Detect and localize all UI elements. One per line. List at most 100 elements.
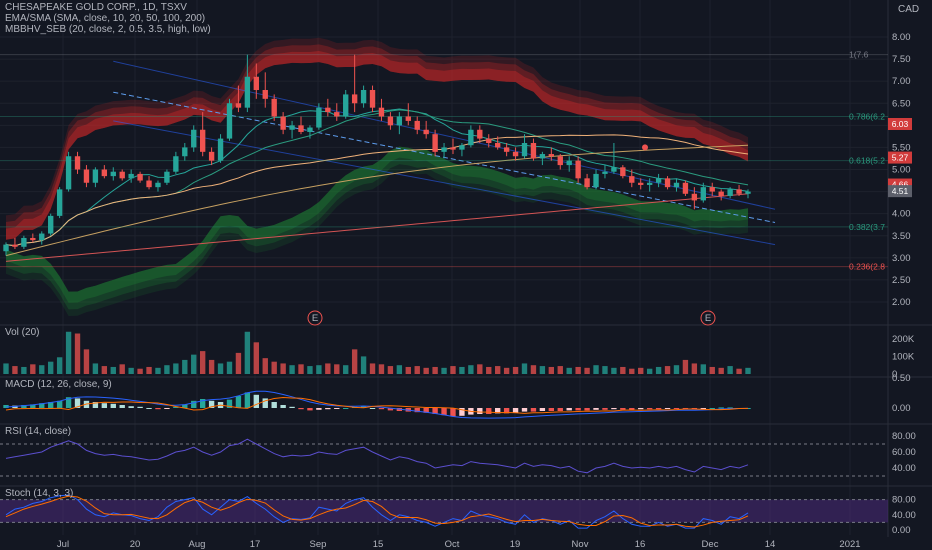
time-tick-label: 19 <box>510 539 521 550</box>
volume-bar <box>369 363 376 374</box>
candle-body <box>334 112 340 117</box>
volume-bar <box>745 367 751 374</box>
volume-bar <box>727 366 733 374</box>
candle-body <box>271 98 277 117</box>
macd-histogram-bar <box>101 403 108 408</box>
price-tick-label: 3.00 <box>892 253 911 264</box>
candle-body <box>530 143 537 159</box>
time-axis[interactable]: Jul 20 Aug 17 Sep 15 Oct 19 Nov 16 Dec 14 2021 <box>57 539 861 550</box>
macd-histogram-bar <box>539 408 546 411</box>
volume-bar <box>48 361 54 374</box>
candle-body <box>191 129 197 148</box>
candle-body <box>629 176 635 183</box>
volume-bar <box>611 367 617 374</box>
price-tick-label: 3.50 <box>892 231 911 242</box>
macd-histogram-bar <box>432 408 438 414</box>
candle-body <box>39 233 45 241</box>
candle-body <box>48 215 54 234</box>
candle-body <box>539 154 546 159</box>
volume-bar <box>495 366 501 374</box>
time-tick-label: 15 <box>373 539 384 550</box>
macd-histogram-bar <box>164 408 170 409</box>
candle-body <box>745 191 751 194</box>
volume-bar <box>101 366 108 374</box>
macd-histogram-bar <box>459 408 465 416</box>
candle-body <box>736 189 742 194</box>
candle-body <box>521 143 528 157</box>
ma-legend[interactable]: EMA/SMA (SMA, close, 10, 20, 50, 100, 20… <box>5 13 206 24</box>
volume-bar <box>396 365 403 374</box>
candle-body <box>387 116 394 126</box>
channel-lower <box>113 120 776 246</box>
volume-bar <box>271 361 277 374</box>
bb-legend[interactable]: MBBHV_SEB (20, close, 2, 0.5, 3.5, high,… <box>5 24 211 35</box>
fib-label: 1(7.6 <box>849 50 869 60</box>
macd-histogram-bar <box>253 394 259 408</box>
macd-signal-line <box>5 397 749 414</box>
candle-body <box>164 171 170 183</box>
macd-histogram-bar <box>21 405 27 408</box>
symbol-title[interactable]: CHESAPEAKE GOLD CORP., 1D, TSXV <box>5 2 187 13</box>
candle-body <box>423 129 429 135</box>
stoch-tick-label: 0.00 <box>892 525 911 536</box>
macd-tick-label: 0.50 <box>892 373 911 384</box>
ma200-line <box>5 193 749 262</box>
price-tags: 6.03 5.27 4.664.51 <box>888 118 912 198</box>
candle-body <box>253 76 259 90</box>
macd-histogram-bar <box>548 408 555 411</box>
volume-bar <box>477 364 483 374</box>
volume-bar <box>146 366 152 374</box>
volume-bar <box>441 367 447 374</box>
macd-histogram-bar <box>65 397 72 408</box>
macd-histogram-bar <box>146 408 152 409</box>
volume-bar <box>423 367 429 374</box>
macd-histogram-bar <box>718 407 724 409</box>
candle-body <box>56 189 63 216</box>
stoch-pane-title[interactable]: Stoch (14, 3, 3) <box>5 488 74 499</box>
candle-body <box>65 156 72 190</box>
volume-bar <box>208 359 215 374</box>
candle-body <box>155 182 161 188</box>
volume-bar <box>173 363 179 374</box>
volume-bar <box>253 342 259 374</box>
volume-bar <box>128 367 134 374</box>
stoch-k-line <box>5 494 749 529</box>
price-tick-label: 5.00 <box>892 165 911 176</box>
candle-body <box>468 129 474 146</box>
candle-body <box>432 134 438 152</box>
volume-bar <box>575 366 581 374</box>
macd-pane-title[interactable]: MACD (12, 26, close, 9) <box>5 379 112 390</box>
macd-histogram-bar <box>307 408 313 411</box>
rsi-pane-title[interactable]: RSI (14, close) <box>5 426 72 437</box>
candle-body <box>101 169 108 177</box>
time-tick-label: Oct <box>445 539 460 550</box>
macd-histogram-bar <box>477 408 483 414</box>
volume-bar <box>191 354 197 374</box>
volume-bar <box>262 358 268 374</box>
currency-label: CAD <box>898 4 920 15</box>
candle-body <box>199 129 206 152</box>
macd-histogram-bar <box>566 408 572 411</box>
macd-histogram-bar <box>387 408 394 411</box>
volume-bar <box>334 364 340 374</box>
fib-label: 0.618(5.2 <box>849 156 885 166</box>
macd-histogram-bar <box>584 408 590 411</box>
macd-histogram-bar <box>593 408 599 410</box>
macd-histogram-bar <box>280 405 286 408</box>
stoch-tick-label: 80.00 <box>892 495 916 506</box>
volume-bar <box>298 364 304 374</box>
candle-body <box>289 125 295 130</box>
candle-body <box>727 189 733 196</box>
macd-histogram-bar <box>39 403 45 408</box>
volume-pane-title[interactable]: Vol (20) <box>5 327 40 338</box>
volume-bar <box>155 367 161 374</box>
fib-label: 0.382(3.7 <box>849 222 885 232</box>
macd-histogram-bar <box>700 408 706 409</box>
volume-bar <box>65 331 72 374</box>
macd-tick-label: 0.00 <box>892 403 911 414</box>
candle-body <box>718 191 724 196</box>
volume-bar <box>584 367 590 374</box>
volume-bar <box>39 365 45 374</box>
